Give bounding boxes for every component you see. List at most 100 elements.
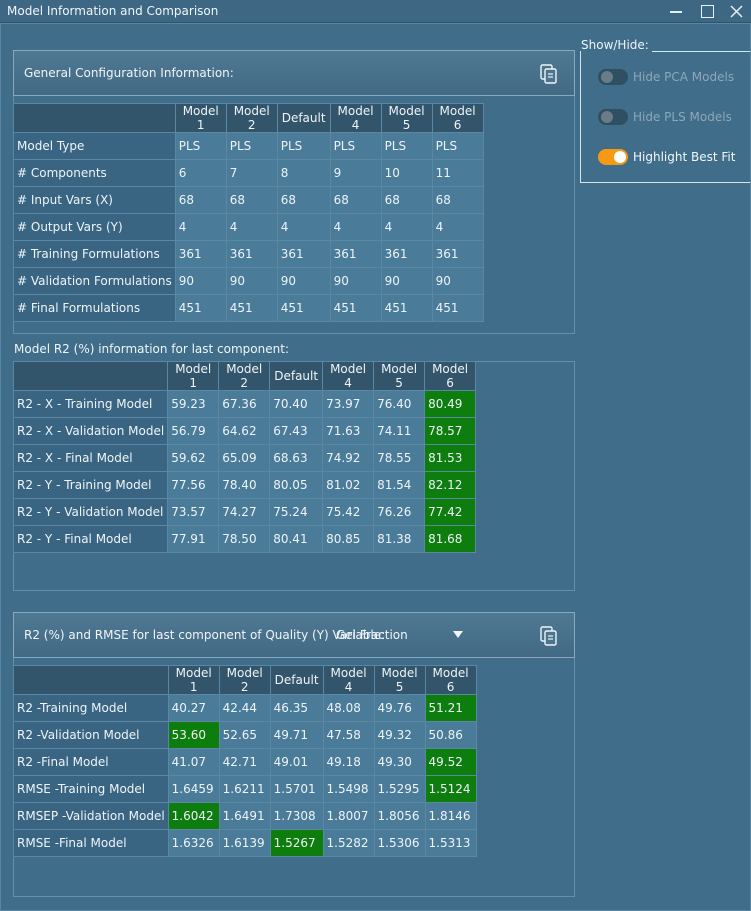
- table-cell: 1.5306: [373, 829, 426, 857]
- column-header: Model 4: [322, 665, 375, 695]
- column-header: Model 2: [218, 665, 271, 695]
- row-label: # Validation Formulations: [13, 267, 176, 295]
- table-cell: 361: [225, 240, 278, 268]
- best-fit-cell: 51.21: [424, 694, 477, 722]
- table-cell: 1.8146: [424, 802, 477, 830]
- best-fit-cell: 81.53: [424, 444, 477, 472]
- table-cell: 48.08: [322, 694, 375, 722]
- table-row: RMSE -Final Model 1.6326 1.6139 1.5267 1.528…: [13, 829, 477, 857]
- column-header: Model 6: [424, 665, 477, 695]
- table-row: # Components 6 7 8 9 10 11: [13, 159, 484, 187]
- table-cell: 90: [276, 267, 331, 295]
- table-cell: 49.18: [322, 748, 375, 776]
- table-cell: 1.8056: [373, 802, 426, 830]
- quality-header: R2 (%) and RMSE for last component of Qu…: [13, 612, 575, 658]
- toggle-switch[interactable]: [598, 69, 628, 85]
- table-cell: PLS: [276, 132, 331, 160]
- table-cell: 1.5282: [322, 829, 375, 857]
- quality-variable-dropdown[interactable]: Gel Fraction: [336, 628, 471, 644]
- row-label: R2 - Y - Validation Model: [12, 498, 169, 526]
- showhide-group: [580, 51, 750, 183]
- table-cell: 361: [380, 240, 433, 268]
- table-cell: 6: [174, 159, 227, 187]
- r2-table: Model 1 Model 2 Default Model 4 Model 5 Model…: [12, 361, 477, 553]
- table-cell: 77.91: [167, 525, 220, 553]
- table-cell: 76.26: [373, 498, 426, 526]
- table-cell: 1.5498: [322, 775, 375, 803]
- table-row: # Final Formulations 451 451 451 451 451 451: [13, 294, 484, 322]
- minimize-button[interactable]: [661, 0, 691, 23]
- table-row: R2 -Validation Model 53.60 52.65 49.71 47.58…: [13, 721, 477, 749]
- copy-icon[interactable]: [540, 626, 558, 646]
- best-fit-cell: 82.12: [424, 471, 477, 499]
- table-cell: 11: [431, 159, 484, 187]
- row-label: R2 - X - Validation Model: [12, 417, 169, 445]
- table-cell: 74.11: [373, 417, 426, 445]
- row-label: Model Type: [13, 132, 176, 160]
- table-cell: 68: [431, 186, 484, 214]
- table-cell: 75.42: [322, 498, 375, 526]
- table-cell: PLS: [225, 132, 278, 160]
- column-header: Model 1: [174, 103, 227, 133]
- table-cell: 77.56: [167, 471, 220, 499]
- table-cell: 451: [329, 294, 382, 322]
- table-cell: 1.5295: [373, 775, 426, 803]
- title-bar: Model Information and Comparison: [0, 0, 751, 23]
- table-cell: 451: [174, 294, 227, 322]
- table-cell: 56.79: [167, 417, 220, 445]
- row-label: # Training Formulations: [13, 240, 176, 268]
- table-cell: 67.43: [269, 417, 324, 445]
- general-config-table: Model 1 Model 2 Default Model 4 Model 5 Model…: [13, 103, 484, 322]
- toggle-label: Hide PLS Models: [633, 110, 732, 124]
- column-header: Model 5: [380, 103, 433, 133]
- table-cell: 361: [174, 240, 227, 268]
- table-cell: 74.27: [218, 498, 271, 526]
- table-cell: 1.6459: [167, 775, 220, 803]
- r2-section-label: Model R2 (%) information for last compon…: [14, 342, 289, 356]
- column-header: Model 5: [373, 361, 426, 391]
- table-cell: 73.57: [167, 498, 220, 526]
- showhide-title: Show/Hide:: [581, 38, 652, 52]
- table-row: # Output Vars (Y) 4 4 4 4 4 4: [13, 213, 484, 241]
- column-header: Model 2: [225, 103, 278, 133]
- table-cell: 1.8007: [322, 802, 375, 830]
- table-cell: PLS: [174, 132, 227, 160]
- table-cell: 80.05: [269, 471, 324, 499]
- table-cell: 49.30: [373, 748, 426, 776]
- table-cell: 59.23: [167, 390, 220, 418]
- general-config-title: General Configuration Information:: [24, 66, 234, 80]
- table-cell: 73.97: [322, 390, 375, 418]
- table-cell: 451: [431, 294, 484, 322]
- best-fit-cell: 49.52: [424, 748, 477, 776]
- toggle-row: Highlight Best Fit: [598, 149, 735, 165]
- table-row: # Input Vars (X) 68 68 68 68 68 68: [13, 186, 484, 214]
- table-cell: 50.86: [424, 721, 477, 749]
- table-cell: PLS: [431, 132, 484, 160]
- quality-table: Model 1 Model 2 Default Model 4 Model 5 Model…: [13, 665, 477, 857]
- toggle-switch[interactable]: [598, 109, 628, 125]
- best-fit-cell: 1.6042: [167, 802, 220, 830]
- table-row: R2 - Y - Training Model 77.56 78.40 80.05 81…: [12, 471, 477, 499]
- table-cell: 90: [431, 267, 484, 295]
- table-row: RMSEP -Validation Model 1.6042 1.6491 1.730…: [13, 802, 477, 830]
- table-cell: 451: [276, 294, 331, 322]
- table-cell: 59.62: [167, 444, 220, 472]
- toggle-switch[interactable]: [598, 149, 628, 165]
- table-cell: 80.41: [269, 525, 324, 553]
- table-cell: 49.32: [373, 721, 426, 749]
- table-row: R2 - X - Training Model 59.23 67.36 70.40 73…: [12, 390, 477, 418]
- maximize-button[interactable]: [691, 0, 721, 23]
- row-label: # Final Formulations: [13, 294, 176, 322]
- table-cell: 1.7308: [269, 802, 324, 830]
- table-cell: 90: [225, 267, 278, 295]
- table-cell: 4: [329, 213, 382, 241]
- table-cell: 42.71: [218, 748, 271, 776]
- table-cell: 78.55: [373, 444, 426, 472]
- table-cell: 1.5313: [424, 829, 477, 857]
- copy-icon[interactable]: [540, 64, 558, 84]
- table-row: R2 - Y - Validation Model 73.57 74.27 75.24…: [12, 498, 477, 526]
- best-fit-cell: 80.49: [424, 390, 477, 418]
- close-button[interactable]: [721, 0, 751, 23]
- table-cell: 9: [329, 159, 382, 187]
- row-label: R2 -Training Model: [13, 694, 169, 722]
